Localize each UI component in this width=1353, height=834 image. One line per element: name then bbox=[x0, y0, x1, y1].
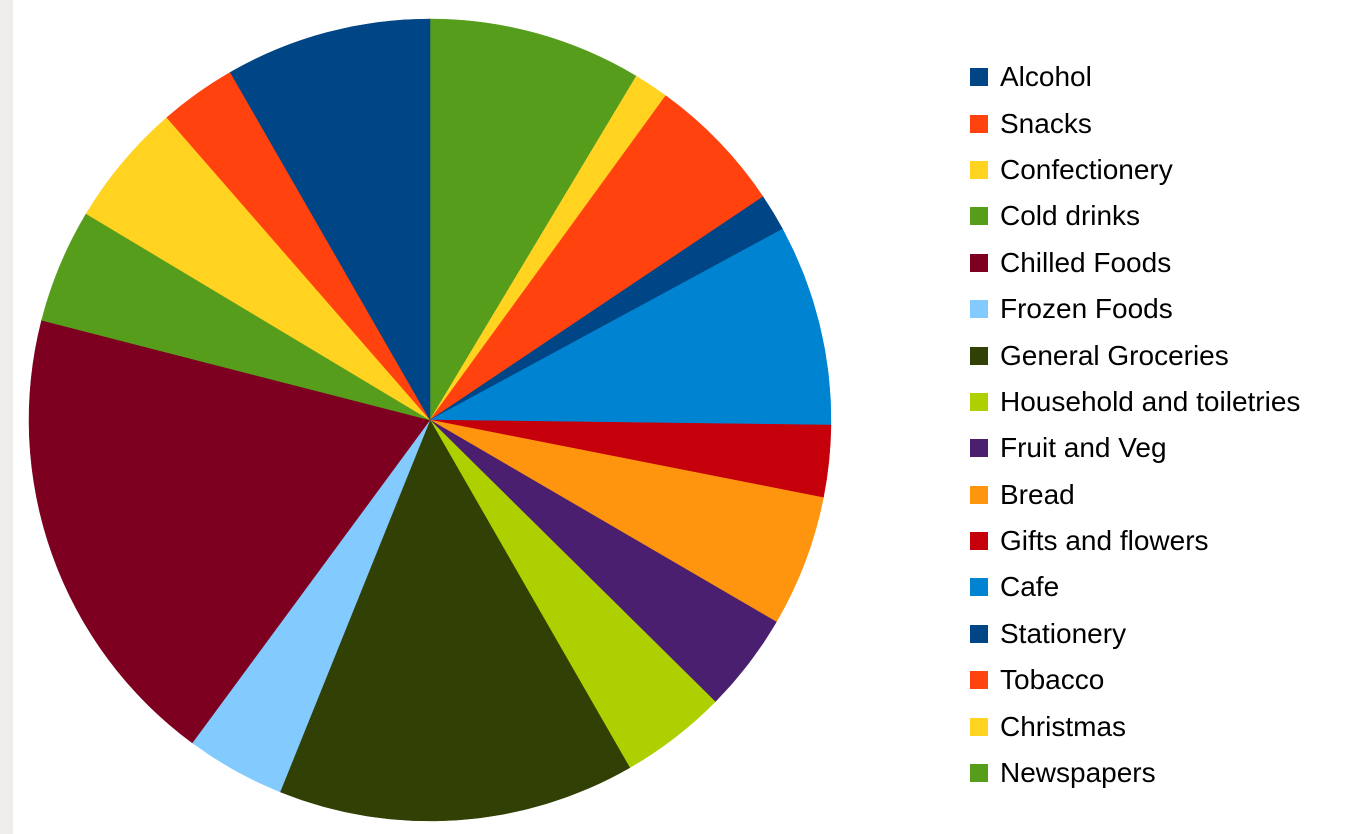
legend-item-newspapers: Newspapers bbox=[970, 750, 1353, 796]
legend-label: Snacks bbox=[1000, 107, 1092, 139]
legend-swatch bbox=[970, 532, 988, 551]
legend-item-fruit-and-veg: Fruit and Veg bbox=[970, 425, 1353, 471]
legend-item-confectionery: Confectionery bbox=[970, 147, 1353, 193]
legend-label: Household and toiletries bbox=[1000, 385, 1301, 417]
legend-swatch bbox=[970, 346, 988, 365]
legend-label: Confectionery bbox=[1000, 153, 1173, 185]
pie-slice-cafe bbox=[429, 228, 832, 426]
pie-slice-chilled-foods bbox=[28, 319, 431, 744]
legend-swatch bbox=[970, 671, 988, 690]
legend-item-household-and-toiletries: Household and toiletries bbox=[970, 379, 1353, 425]
legend-swatch bbox=[970, 114, 988, 133]
legend-label: Frozen Foods bbox=[1000, 293, 1173, 325]
chart-legend: Alcohol Snacks Confectionery Cold drinks Chi… bbox=[970, 54, 1353, 796]
legend-swatch bbox=[970, 68, 988, 87]
legend-item-frozen-foods: Frozen Foods bbox=[970, 286, 1353, 332]
legend-item-cold-drinks: Cold drinks bbox=[970, 193, 1353, 239]
legend-swatch bbox=[970, 578, 988, 597]
legend-item-general-groceries: General Groceries bbox=[970, 332, 1353, 378]
pie-slice-general-groceries bbox=[279, 419, 631, 822]
legend-swatch bbox=[970, 160, 988, 179]
legend-item-snacks: Snacks bbox=[970, 100, 1353, 146]
legend-swatch bbox=[970, 253, 988, 272]
pie-slice-tobacco bbox=[429, 95, 764, 421]
legend-swatch bbox=[970, 300, 988, 319]
pie-slice-alcohol bbox=[229, 18, 431, 421]
legend-item-tobacco: Tobacco bbox=[970, 657, 1353, 703]
legend-swatch bbox=[970, 439, 988, 458]
legend-item-cafe: Cafe bbox=[970, 564, 1353, 610]
pie-slices bbox=[28, 18, 832, 822]
legend-label: Chilled Foods bbox=[1000, 246, 1172, 278]
legend-label: General Groceries bbox=[1000, 339, 1229, 371]
legend-swatch bbox=[970, 624, 988, 643]
legend-label: Alcohol bbox=[1000, 61, 1092, 93]
legend-item-stationery: Stationery bbox=[970, 611, 1353, 657]
legend-label: Christmas bbox=[1000, 710, 1127, 742]
legend-swatch bbox=[970, 485, 988, 504]
legend-item-christmas: Christmas bbox=[970, 703, 1353, 749]
legend-label: Gifts and flowers bbox=[1000, 525, 1209, 557]
legend-swatch bbox=[970, 392, 988, 411]
legend-swatch bbox=[970, 207, 988, 226]
legend-label: Stationery bbox=[1000, 617, 1127, 649]
legend-label: Cold drinks bbox=[1000, 200, 1141, 232]
legend-item-chilled-foods: Chilled Foods bbox=[970, 240, 1353, 286]
pie-chart bbox=[28, 18, 832, 822]
legend-label: Cafe bbox=[1000, 571, 1060, 603]
chart-area: Alcohol Snacks Confectionery Cold drinks Chi… bbox=[13, 0, 1353, 834]
legend-item-gifts-and-flowers: Gifts and flowers bbox=[970, 518, 1353, 564]
legend-label: Tobacco bbox=[1000, 664, 1105, 696]
legend-label: Fruit and Veg bbox=[1000, 432, 1167, 464]
legend-label: Bread bbox=[1000, 478, 1075, 510]
legend-item-bread: Bread bbox=[970, 472, 1353, 518]
legend-swatch bbox=[970, 717, 988, 736]
legend-label: Newspapers bbox=[1000, 757, 1156, 789]
legend-item-alcohol: Alcohol bbox=[970, 54, 1353, 100]
legend-swatch bbox=[970, 764, 988, 783]
pie-slice-newspapers bbox=[429, 18, 637, 421]
pie-slice-bread bbox=[429, 419, 824, 623]
